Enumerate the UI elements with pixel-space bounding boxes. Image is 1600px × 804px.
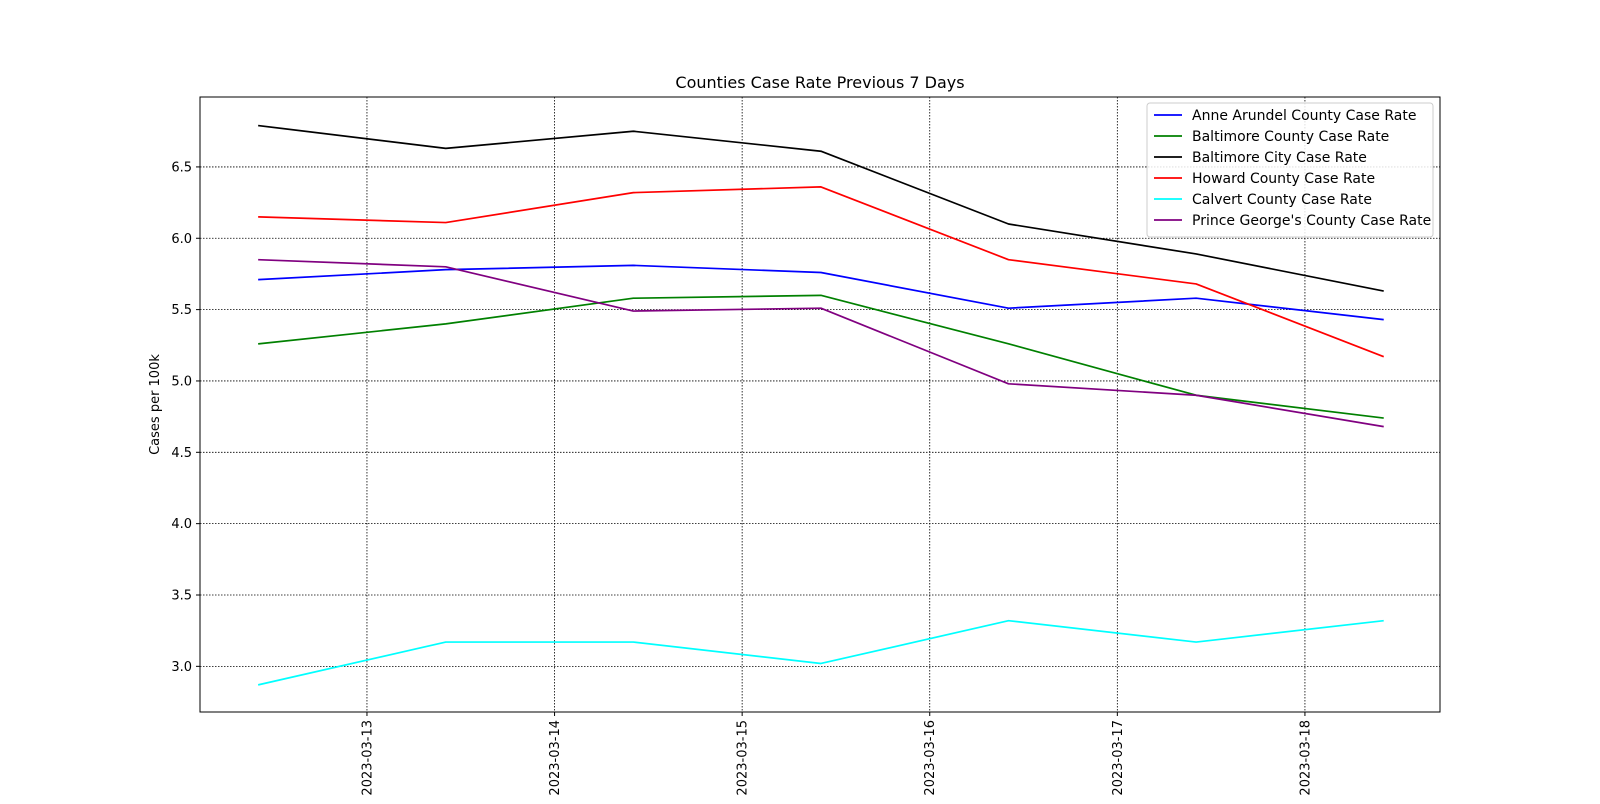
series-line bbox=[258, 186, 1385, 358]
legend-box bbox=[1146, 102, 1434, 238]
y-tick-label: 5.5 bbox=[171, 303, 192, 318]
y-axis-label: Cases per 100k bbox=[148, 354, 163, 455]
legend-label: Prince George's County Case Rate bbox=[1192, 213, 1431, 229]
x-tick-label: 2023-03-17 bbox=[1111, 720, 1126, 796]
x-tick-label: 2023-03-14 bbox=[548, 720, 563, 796]
series-line bbox=[257, 619, 1384, 686]
x-tick-label: 2023-03-13 bbox=[360, 720, 375, 796]
chart-title: Counties Case Rate Previous 7 Days bbox=[675, 73, 964, 92]
y-tick-label: 4.0 bbox=[171, 517, 192, 532]
series-line bbox=[258, 258, 1384, 428]
series-layer bbox=[257, 124, 1385, 686]
y-tick-label: 3.5 bbox=[171, 588, 192, 603]
legend-label: Baltimore County Case Rate bbox=[1192, 129, 1389, 145]
x-tick-label: 2023-03-18 bbox=[1298, 720, 1313, 796]
y-tick-label: 4.5 bbox=[171, 446, 192, 461]
y-tick-label: 5.0 bbox=[171, 374, 192, 389]
y-tick-label: 6.0 bbox=[171, 232, 192, 247]
x-tick-label: 2023-03-15 bbox=[736, 720, 751, 796]
y-tick-label: 6.5 bbox=[171, 160, 192, 175]
y-tick-label: 3.0 bbox=[171, 660, 192, 675]
legend-label: Calvert County Case Rate bbox=[1192, 192, 1372, 208]
legend-label: Baltimore City Case Rate bbox=[1192, 150, 1367, 166]
series-line bbox=[258, 294, 1384, 419]
legend: Anne Arundel County Case Rate Baltimore C… bbox=[1146, 102, 1434, 238]
ticks-layer: 3.0 3.5 4.0 4.5 5.0 5.5 6.0 6.5 2023-03-13 2023-0… bbox=[171, 160, 1313, 795]
legend-label: Howard County Case Rate bbox=[1192, 171, 1375, 187]
legend-label: Anne Arundel County Case Rate bbox=[1192, 108, 1416, 124]
plot-area-frame bbox=[199, 96, 1441, 713]
series-line bbox=[258, 264, 1384, 321]
x-tick-label: 2023-03-16 bbox=[923, 720, 938, 796]
series-line bbox=[258, 124, 1384, 292]
